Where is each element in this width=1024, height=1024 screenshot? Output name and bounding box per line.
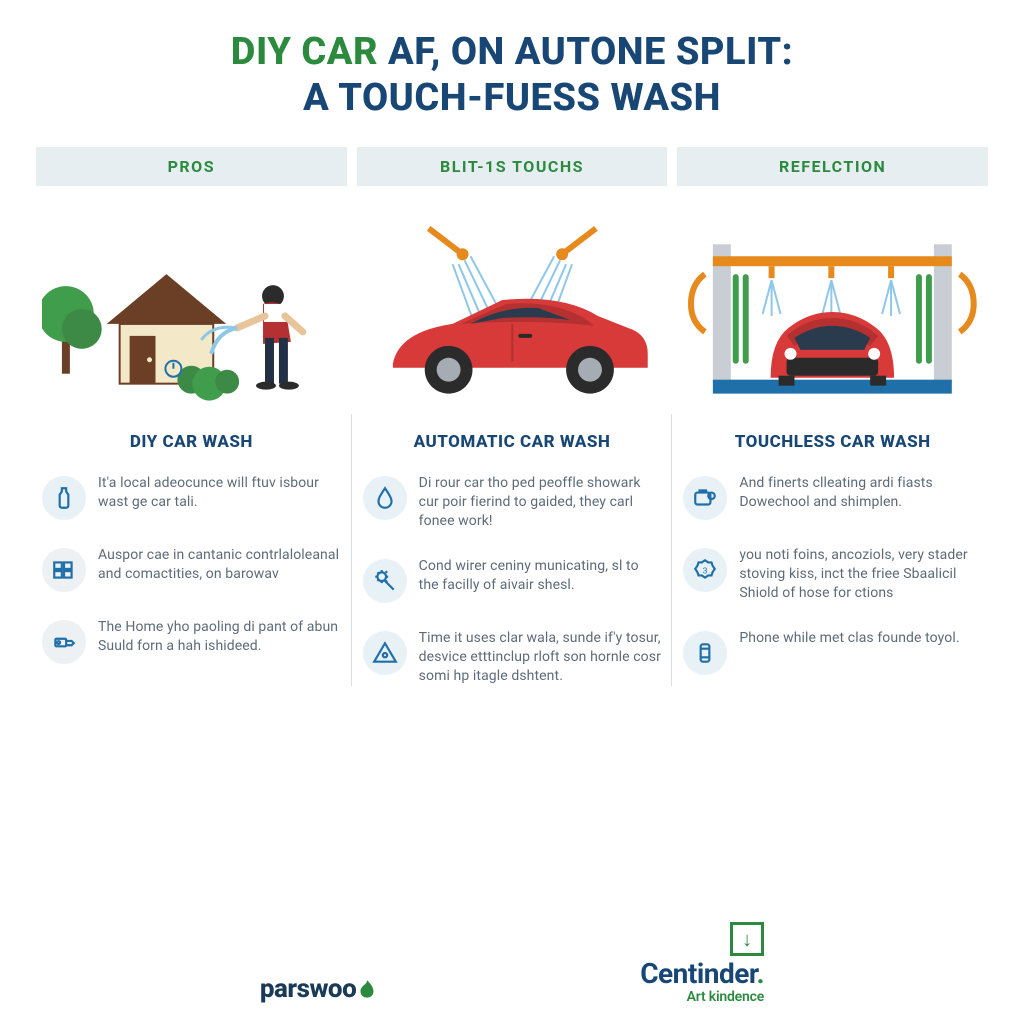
title-rest1: AF, ON AUTONE SPLIT: [388, 30, 793, 74]
item-text: Time it uses clar wala, sunde if'y tosur… [419, 629, 662, 686]
svg-text:3: 3 [703, 566, 708, 576]
list-item: Auspor cae in cantanic contrlaloleanal a… [42, 546, 341, 592]
nozzle-icon [42, 620, 86, 664]
column-automatic: AUTOMATIC CAR WASH Di rour car tho ped p… [357, 204, 668, 685]
gearwand-icon [363, 559, 407, 603]
list-item: Time it uses clar wala, sunde if'y tosur… [363, 629, 662, 686]
warning-icon [363, 631, 407, 675]
column-touchless: TOUCHLESS CAR WASH And finerts clleating… [677, 204, 988, 685]
list-item: It'a local adeocunce will ftuv isbour wa… [42, 474, 341, 520]
item-text: you noti foins, ancoziols, very stader s… [739, 546, 982, 603]
header-col2: BLIT-1S TOUCHS [357, 147, 668, 186]
footer: parswoo ↓ Centinder. Art kindence [0, 922, 1024, 1004]
item-text: Phone while met clas founde toyol. [739, 629, 959, 648]
logo-centinder: ↓ Centinder. Art kindence [640, 922, 764, 1004]
item-text: And finerts clleating ardi fiasts Dowech… [739, 474, 982, 512]
camera-icon [683, 476, 727, 520]
list-item: 3 you noti foins, ancoziols, very stader… [683, 546, 982, 603]
logo-centinder-text: Centinder [640, 957, 756, 990]
illustration-home-wash [42, 204, 341, 414]
col1-items: It'a local adeocunce will ftuv isbour wa… [42, 474, 341, 664]
bottle-icon [42, 476, 86, 520]
list-item: The Home yho paoling di pant of abun Suu… [42, 618, 341, 664]
cup-icon [683, 631, 727, 675]
logo-parswoon-text: parswoo [260, 974, 356, 1004]
title-word-diy: DIY [231, 30, 292, 74]
column-header-row: PROS BLIT-1S TOUCHS REFELCTION [36, 147, 988, 186]
title-word-car: CAR [301, 30, 378, 74]
col2-heading: AUTOMATIC CAR WASH [363, 432, 662, 452]
column-diy: DIY CAR WASH It'a local adeocunce will f… [36, 204, 347, 685]
header-col1: PROS [36, 147, 347, 186]
list-item: Cond wirer ceniny municating, sl to the … [363, 557, 662, 603]
title-line2: A TOUCH-FUESS WASH [303, 76, 721, 120]
illustration-touchless [683, 204, 982, 414]
item-text: Di rour car tho ped peoffle showark cur … [419, 474, 662, 531]
item-text: It'a local adeocunce will ftuv isbour wa… [98, 474, 341, 512]
logo-centinder-mark: ↓ [730, 922, 764, 956]
list-item: Di rour car tho ped peoffle showark cur … [363, 474, 662, 531]
illustration-auto-wash [363, 204, 662, 414]
badge-icon: 3 [683, 548, 727, 592]
list-item: And finerts clleating ardi fiasts Dowech… [683, 474, 982, 520]
droplet-icon [363, 476, 407, 520]
logo-centinder-tag: Art kindence [687, 989, 764, 1005]
tiles-icon [42, 548, 86, 592]
columns-container: DIY CAR WASH It'a local adeocunce will f… [36, 204, 988, 685]
col3-items: And finerts clleating ardi fiasts Dowech… [683, 474, 982, 675]
item-text: The Home yho paoling di pant of abun Suu… [98, 618, 341, 656]
col3-heading: TOUCHLESS CAR WASH [683, 432, 982, 452]
header-col3: REFELCTION [677, 147, 988, 186]
logo-parswoon: parswoo [260, 974, 380, 1004]
col2-items: Di rour car tho ped peoffle showark cur … [363, 474, 662, 685]
item-text: Cond wirer ceniny municating, sl to the … [419, 557, 662, 595]
page-title: DIY CAR AF, ON AUTONE SPLIT: A TOUCH-FUE… [36, 30, 988, 121]
item-text: Auspor cae in cantanic contrlaloleanal a… [98, 546, 341, 584]
list-item: Phone while met clas founde toyol. [683, 629, 982, 675]
col1-heading: DIY CAR WASH [42, 432, 341, 452]
